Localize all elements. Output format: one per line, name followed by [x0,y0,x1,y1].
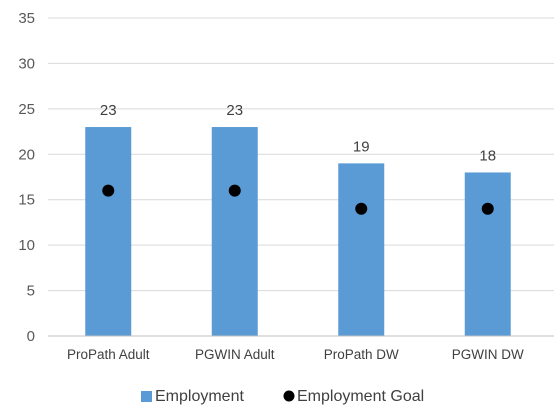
data-labels: 23 23 19 18 [100,102,496,164]
y-tick-label: 0 [27,328,35,345]
data-label: 19 [353,138,370,155]
x-tick-label: ProPath Adult [67,347,150,362]
y-tick-label: 35 [18,10,35,27]
goal-marker [355,202,368,215]
y-tick-label: 30 [18,55,35,72]
bar-employment [211,127,258,337]
legend-marker-employment-goal [283,390,295,402]
bar-employment [464,172,511,336]
x-axis-labels: ProPath Adult PGWIN Adult ProPath DW PGWIN … [67,347,524,362]
data-label: 23 [100,102,117,119]
legend-label-employment-goal: Employment Goal [297,388,424,405]
legend-swatch-employment [141,391,152,402]
bar-employment [85,127,132,337]
goal-markers [102,184,494,215]
y-tick-label: 20 [18,146,35,163]
x-tick-label: PGWIN DW [452,347,524,362]
y-tick-label: 25 [18,101,35,118]
legend: Employment Employment Goal [141,388,424,405]
y-tick-label: 5 [27,283,35,300]
gridlines [48,17,554,292]
bar-employment [338,163,385,336]
y-tick-label: 15 [18,192,35,209]
goal-marker [481,202,494,215]
data-label: 18 [479,147,496,164]
y-axis-ticks: 0 5 10 15 20 25 30 35 [18,10,35,345]
data-label: 23 [226,102,243,119]
bars [85,127,511,337]
x-tick-label: ProPath DW [324,347,399,362]
goal-marker [228,184,241,197]
legend-label-employment: Employment [155,388,244,405]
x-tick-label: PGWIN Adult [195,347,275,362]
goal-marker [102,184,115,197]
y-tick-label: 10 [18,237,35,254]
